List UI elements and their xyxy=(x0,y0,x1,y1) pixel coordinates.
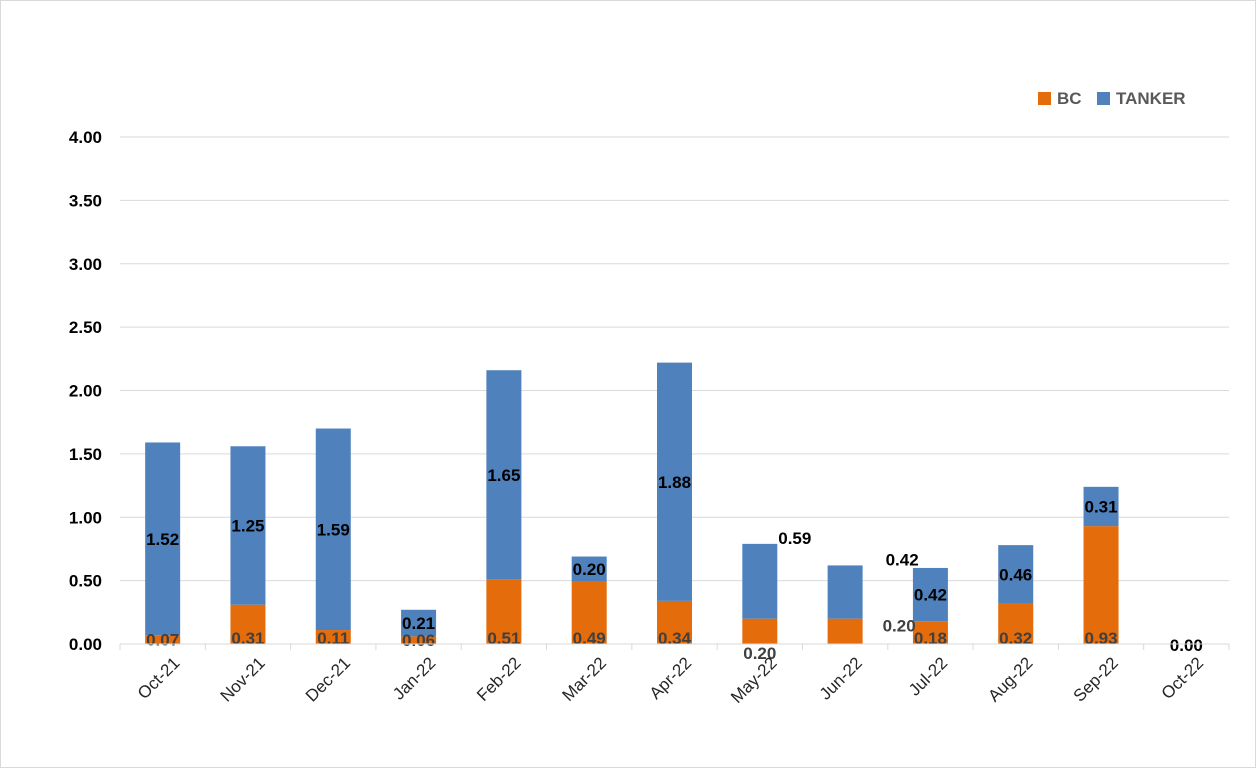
data-label-tanker: 1.25 xyxy=(231,516,264,535)
x-tick-label: Apr-22 xyxy=(646,653,696,703)
data-label-bc: 0.07 xyxy=(146,631,179,650)
x-axis: Oct-21 Nov-21 Dec-21 Jan-22 Feb-22 Mar-22 Apr-… xyxy=(119,643,1230,707)
bar-tanker xyxy=(230,446,266,605)
y-tick-label: 2.00 xyxy=(69,382,102,401)
legend-label-bc: BC xyxy=(1057,89,1082,108)
bar-bc xyxy=(912,621,948,644)
y-tick-label: 1.50 xyxy=(69,445,102,464)
data-label-bc: 0.06 xyxy=(402,631,435,650)
data-label-tanker: 1.52 xyxy=(146,530,179,549)
gridlines xyxy=(120,136,1229,582)
data-label-bc: 0.32 xyxy=(999,629,1032,648)
data-label-tanker: 0.21 xyxy=(402,614,435,633)
bar-tanker xyxy=(742,543,778,619)
y-tick-label: 3.50 xyxy=(69,191,102,210)
bar-bc xyxy=(145,635,181,644)
data-label-tanker: 1.65 xyxy=(487,466,520,485)
data-label-tanker: 0.46 xyxy=(999,565,1032,584)
legend-swatch-bc xyxy=(1038,92,1051,105)
data-label-tanker: 0.59 xyxy=(778,529,811,548)
y-tick-label: 0.00 xyxy=(69,635,102,654)
data-label-tanker: 0.20 xyxy=(573,560,606,579)
y-tick-label: 3.00 xyxy=(69,255,102,274)
x-tick-label: Mar-22 xyxy=(559,653,611,705)
bar-bc xyxy=(571,581,607,644)
bar-tanker xyxy=(912,567,948,622)
legend-swatch-tanker xyxy=(1097,92,1110,105)
data-label-tanker: 1.88 xyxy=(658,473,691,492)
bar-tanker xyxy=(657,362,692,601)
bar-tanker xyxy=(998,545,1034,604)
data-label-tanker: 1.59 xyxy=(317,520,350,539)
y-axis: 0.00 0.50 1.00 1.50 2.00 2.50 3.00 3.50 4.00 xyxy=(69,128,102,654)
bar-bc xyxy=(1083,526,1119,644)
bar-bc xyxy=(486,579,522,644)
bar-bc xyxy=(230,604,266,644)
bar-tanker xyxy=(827,565,863,619)
bar-bc xyxy=(657,600,692,644)
x-tick-label: Jul-22 xyxy=(905,653,951,699)
bar-bc xyxy=(401,636,437,644)
data-label-bc: 0.51 xyxy=(487,629,520,648)
legend-label-tanker: TANKER xyxy=(1116,89,1186,108)
data-label-bc: 0.93 xyxy=(1084,629,1117,648)
y-tick-label: 4.00 xyxy=(69,128,102,147)
x-tick-label: Jun-22 xyxy=(816,653,866,703)
x-tick-label: Sep-22 xyxy=(1070,653,1122,705)
y-tick-label: 1.00 xyxy=(69,508,102,527)
x-tick-label: Oct-22 xyxy=(1158,653,1208,703)
bar-tanker xyxy=(401,609,437,637)
data-label-bc: 0.18 xyxy=(914,629,947,648)
data-label-tanker: 0.31 xyxy=(1084,497,1117,516)
bar-tanker xyxy=(315,428,351,631)
bar-bc xyxy=(998,603,1034,644)
x-tick-label: Jan-22 xyxy=(389,653,439,703)
legend: BC TANKER xyxy=(1038,89,1186,108)
data-label-tanker: 0.42 xyxy=(914,586,947,605)
x-tick-label: Oct-21 xyxy=(134,653,184,703)
bar-bc xyxy=(315,630,351,644)
data-label-bc: 0.34 xyxy=(658,629,692,648)
bar-tanker xyxy=(1083,486,1119,527)
y-tick-label: 2.50 xyxy=(69,318,102,337)
data-label-bc: 0.31 xyxy=(231,629,264,648)
bar-bc xyxy=(827,618,863,644)
data-label-bc: 0.49 xyxy=(573,629,606,648)
x-tick-label: Nov-21 xyxy=(217,653,269,705)
data-label-bc: 0.11 xyxy=(317,629,349,648)
data-label-tanker: 0.42 xyxy=(886,550,919,569)
bar-tanker xyxy=(145,442,181,636)
y-tick-label: 0.50 xyxy=(69,572,102,591)
x-tick-label: Feb-22 xyxy=(473,653,525,705)
bar-tanker xyxy=(571,556,607,582)
bars xyxy=(145,362,1119,644)
x-tick-label: Dec-21 xyxy=(302,653,354,705)
data-label-bc: 0.00 xyxy=(1170,636,1203,655)
bar-bc xyxy=(742,618,778,644)
bar-tanker xyxy=(486,370,522,580)
data-label-bc: 0.20 xyxy=(743,644,776,663)
data-labels: 0.07 1.52 0.31 1.25 0.11 1.59 0.060.21 0.51 1.65… xyxy=(146,466,1203,663)
x-tick-label: Aug-22 xyxy=(984,653,1036,705)
data-label-bc: 0.20 xyxy=(883,617,916,636)
